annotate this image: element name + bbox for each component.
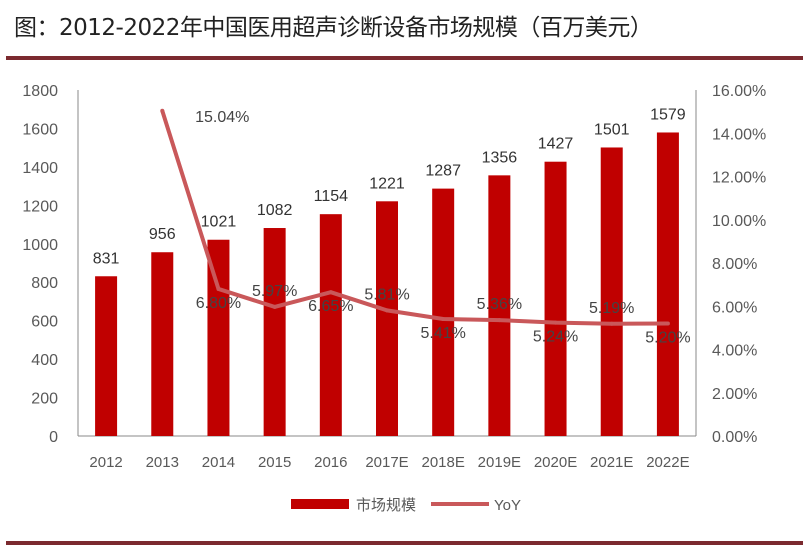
x-tick-label: 2020E — [534, 454, 577, 471]
bar — [656, 132, 679, 436]
right-tick-label: 2.00% — [712, 386, 757, 403]
legend-swatch-bar — [291, 499, 349, 509]
bar — [600, 147, 623, 437]
left-tick-label: 1800 — [22, 83, 58, 100]
right-tick-label: 4.00% — [712, 343, 757, 360]
yoy-data-label: 5.20% — [645, 330, 690, 347]
right-tick-label: 16.00% — [712, 83, 766, 100]
bar-data-label: 956 — [149, 226, 176, 243]
x-tick-label: 2021E — [590, 454, 633, 471]
bar — [263, 228, 286, 436]
left-tick-label: 400 — [31, 352, 58, 369]
bar-data-label: 1021 — [201, 214, 237, 231]
right-tick-label: 10.00% — [712, 213, 766, 230]
x-tick-label: 2022E — [646, 454, 689, 471]
yoy-point — [665, 321, 670, 326]
bar-data-label: 1427 — [538, 136, 574, 153]
yoy-point — [160, 108, 165, 113]
yoy-point — [609, 321, 614, 326]
right-tick-label: 0.00% — [712, 429, 757, 446]
legend-label-line: YoY — [494, 497, 521, 514]
left-tick-label: 0 — [49, 429, 58, 446]
bar-data-label: 1356 — [482, 149, 518, 166]
bar — [544, 161, 567, 436]
yoy-point — [385, 308, 389, 313]
bar — [432, 188, 455, 436]
yoy-line — [160, 110, 668, 326]
right-tick-label: 6.00% — [712, 299, 757, 316]
yoy-data-label: 5.41% — [420, 325, 465, 342]
left-tick-label: 800 — [31, 275, 58, 292]
yoy-point — [216, 286, 221, 291]
yoy-point — [553, 320, 558, 325]
yoy-data-label: 5.81% — [364, 286, 409, 303]
yoy-point — [441, 317, 446, 322]
right-tick-label: 8.00% — [712, 256, 757, 273]
x-tick-label: 2014 — [202, 454, 235, 471]
yoy-data-label: 6.80% — [196, 295, 241, 312]
bar — [151, 252, 174, 436]
x-tick-label: 2015 — [258, 454, 291, 471]
bar-data-label: 1501 — [594, 121, 630, 138]
legend-label-bar: 市场规模 — [356, 497, 416, 514]
top-divider — [6, 56, 803, 60]
bar-data-label: 1154 — [314, 188, 349, 205]
bar-data-label: 1579 — [650, 106, 686, 123]
chart-title: 图：2012-2022年中国医用超声诊断设备市场规模（百万美元） — [14, 15, 653, 41]
right-tick-label: 12.00% — [712, 170, 766, 187]
yoy-point — [328, 290, 333, 295]
yoy-data-label: 5.19% — [589, 300, 634, 317]
bar-data-label: 1082 — [257, 202, 293, 219]
left-tick-label: 1600 — [22, 121, 58, 138]
bar — [319, 214, 342, 436]
x-tick-label: 2016 — [314, 454, 347, 471]
x-tick-label: 2019E — [478, 454, 521, 471]
x-tick-label: 2013 — [146, 454, 179, 471]
yoy-data-label: 5.24% — [533, 329, 578, 346]
bar — [95, 276, 118, 436]
bar — [376, 201, 398, 436]
yoy-point — [272, 304, 277, 309]
yoy-data-label: 5.97% — [252, 283, 297, 300]
left-tick-label: 1400 — [22, 160, 58, 177]
yoy-data-label: 15.04% — [195, 109, 249, 126]
yoy-point — [497, 318, 502, 323]
bar — [488, 175, 511, 436]
yoy-data-label: 6.65% — [308, 298, 353, 315]
left-tick-label: 1200 — [22, 198, 58, 215]
x-tick-label: 2012 — [89, 454, 122, 471]
bar-data-label: 831 — [93, 250, 120, 267]
x-tick-label: 2018E — [421, 454, 464, 471]
bar-data-label: 1287 — [425, 163, 461, 180]
left-tick-label: 600 — [31, 314, 58, 331]
left-tick-label: 200 — [31, 391, 58, 408]
yoy-data-label: 5.36% — [477, 296, 522, 313]
right-tick-label: 14.00% — [712, 126, 766, 143]
bottom-divider — [6, 541, 803, 545]
bar-data-label: 1221 — [369, 175, 405, 192]
left-tick-label: 1000 — [22, 237, 58, 254]
x-tick-label: 2017E — [365, 454, 408, 471]
